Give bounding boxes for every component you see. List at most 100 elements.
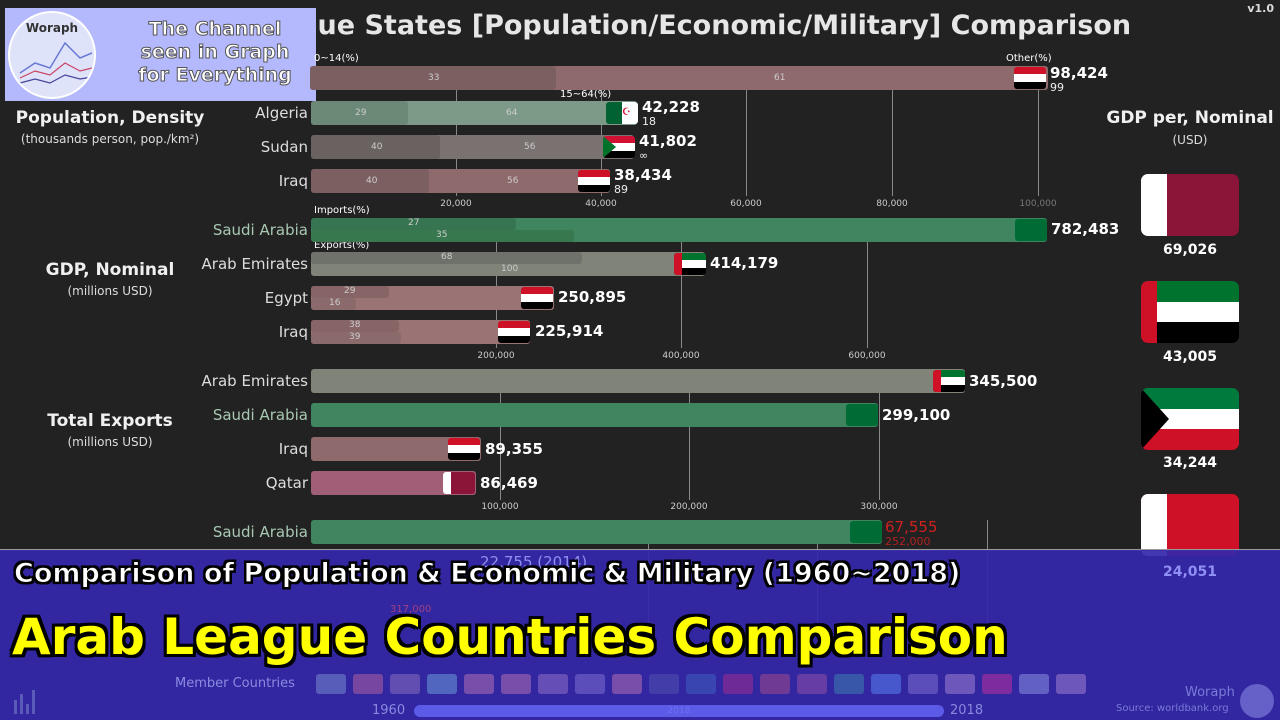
population-bar-algeria: 29 64 bbox=[311, 101, 637, 125]
flag-egypt-icon bbox=[521, 287, 553, 309]
timeline-start: 1960 bbox=[372, 703, 406, 718]
member-flag-icon[interactable] bbox=[1019, 674, 1049, 694]
flag-algeria-icon: ☪ bbox=[606, 102, 638, 124]
gdp-per-capita-title: GDP per, Nominal bbox=[1106, 108, 1274, 128]
member-flag-icon[interactable] bbox=[464, 674, 494, 694]
population-bar-egypt: 33 61 bbox=[310, 66, 1048, 90]
member-flag-icon[interactable] bbox=[649, 674, 679, 694]
flag-qatar-icon bbox=[1141, 174, 1239, 236]
flag-egypt-icon bbox=[1014, 67, 1046, 89]
member-flag-icon[interactable] bbox=[723, 674, 753, 694]
member-flag-icon[interactable] bbox=[686, 674, 716, 694]
exports-value: 89,355 bbox=[485, 440, 543, 458]
logo-brand: Woraph bbox=[25, 21, 79, 35]
gdp-per-capita-value: 24,051 bbox=[1162, 564, 1218, 580]
axis-tick: 300,000 bbox=[860, 502, 898, 512]
other-hint: Other(%) bbox=[1006, 53, 1052, 64]
military-bar-saudi-arabia bbox=[311, 520, 882, 544]
flag-saudi-arabia-icon bbox=[1015, 219, 1047, 241]
gridline bbox=[746, 66, 747, 196]
military-value-uae: 22,755 (2014) bbox=[480, 553, 588, 571]
member-flag-icon[interactable] bbox=[834, 674, 864, 694]
member-flag-icon[interactable] bbox=[353, 674, 383, 694]
density-value: 89 bbox=[614, 183, 628, 196]
source-credit: Source: worldbank.org bbox=[1116, 703, 1229, 714]
population-bar-iraq: 40 56 bbox=[311, 169, 610, 193]
row-label-saudi-arabia: Saudi Arabia bbox=[212, 523, 308, 541]
member-flag-icon[interactable] bbox=[390, 674, 420, 694]
member-flag-icon[interactable] bbox=[797, 674, 827, 694]
gdp-value: 250,895 bbox=[558, 288, 627, 306]
channel-tagline: The Channel seen in Graph for Everything bbox=[138, 18, 293, 87]
member-flag-icon[interactable] bbox=[982, 674, 1012, 694]
gdp-bar-egypt: 29 16 bbox=[311, 286, 554, 310]
troops-value: 252,000 bbox=[885, 535, 931, 548]
gdp-bar-saudi-arabia: 27 35 bbox=[311, 218, 1047, 242]
axis-tick: 100,000 bbox=[1019, 199, 1057, 209]
row-label-arab-emirates: Arab Emirates bbox=[201, 372, 308, 390]
density-value: 18 bbox=[642, 115, 656, 128]
military-value: 67,555 bbox=[885, 518, 938, 536]
axis-tick: 80,000 bbox=[876, 199, 908, 209]
axis-tick: 600,000 bbox=[848, 351, 886, 361]
exports-section-subtitle: (millions USD) bbox=[67, 435, 153, 449]
source-link[interactable]: worldbank.org bbox=[1156, 703, 1229, 714]
axis-tick: 20,000 bbox=[440, 199, 472, 209]
row-label-iraq: Iraq bbox=[278, 323, 308, 341]
member-flag-icon[interactable] bbox=[427, 674, 457, 694]
row-label-saudi-arabia: Saudi Arabia bbox=[212, 406, 308, 424]
flag-bahrain-icon bbox=[1141, 494, 1239, 556]
member-flag-icon[interactable] bbox=[908, 674, 938, 694]
population-section-subtitle: (thousands person, pop./km²) bbox=[20, 132, 200, 146]
flag-uae-icon bbox=[1141, 281, 1239, 343]
member-flag-icon[interactable] bbox=[501, 674, 531, 694]
gdp-bar-iraq: 38 39 bbox=[311, 320, 530, 344]
timeline-slider[interactable]: 2018 bbox=[414, 705, 944, 717]
member-flag-icon[interactable] bbox=[612, 674, 642, 694]
exports-value: 299,100 bbox=[882, 406, 951, 424]
gdp-value: 782,483 bbox=[1051, 220, 1120, 238]
member-countries-label: Member Countries bbox=[175, 676, 295, 691]
axis-tick: 60,000 bbox=[730, 199, 762, 209]
axis-tick: 100,000 bbox=[481, 502, 519, 512]
member-flag-icon[interactable] bbox=[538, 674, 568, 694]
flag-saudi-arabia-icon bbox=[850, 521, 882, 543]
axis-tick: 200,000 bbox=[670, 502, 708, 512]
troops-value-algeria: 317,000 bbox=[390, 604, 432, 615]
population-bar-sudan: 40 56 bbox=[311, 135, 634, 159]
member-flag-icon[interactable] bbox=[945, 674, 975, 694]
gridline bbox=[689, 370, 690, 500]
gdp-bar-arab-emirates: 68 100 bbox=[311, 252, 705, 276]
timeline-end: 2018 bbox=[950, 703, 984, 718]
member-flag-icon[interactable] bbox=[1056, 674, 1086, 694]
member-flag-icon[interactable] bbox=[316, 674, 346, 694]
exports-section-title: Total Exports bbox=[47, 411, 173, 431]
gdp-value: 225,914 bbox=[535, 322, 604, 340]
flag-iraq-icon bbox=[448, 438, 480, 460]
row-label-saudi-arabia: Saudi Arabia bbox=[212, 221, 308, 239]
member-flag-icon[interactable] bbox=[760, 674, 790, 694]
population-value: 41,802 bbox=[639, 132, 697, 150]
exports-value: 345,500 bbox=[969, 372, 1038, 390]
flag-kuwait-icon bbox=[1141, 388, 1239, 450]
member-flag-icon[interactable] bbox=[575, 674, 605, 694]
member-flag-icon[interactable] bbox=[871, 674, 901, 694]
footer-brand: Woraph bbox=[1185, 685, 1235, 700]
flag-uae-icon bbox=[674, 253, 706, 275]
density-value: 99 bbox=[1050, 81, 1064, 94]
row-label-iraq: Iraq bbox=[278, 440, 308, 458]
woraph-logo-small bbox=[1240, 684, 1274, 718]
gridline bbox=[456, 66, 457, 196]
channel-logo-panel: Woraph The Channel seen in Graph for Eve… bbox=[5, 8, 316, 101]
imports-hint: Imports(%) bbox=[314, 205, 370, 216]
gridline bbox=[601, 66, 602, 196]
exports-bar-arab-emirates bbox=[311, 369, 965, 393]
gridline bbox=[500, 370, 501, 500]
population-value: 98,424 bbox=[1050, 64, 1108, 82]
row-label-egypt: Egypt bbox=[264, 289, 308, 307]
flag-saudi-arabia-icon bbox=[846, 404, 878, 426]
chart-lines-icon bbox=[19, 41, 93, 84]
gdp-per-capita-value: 34,244 bbox=[1162, 455, 1218, 471]
gdp-section-title: GDP, Nominal bbox=[45, 260, 175, 280]
woraph-logo: Woraph bbox=[8, 11, 96, 99]
